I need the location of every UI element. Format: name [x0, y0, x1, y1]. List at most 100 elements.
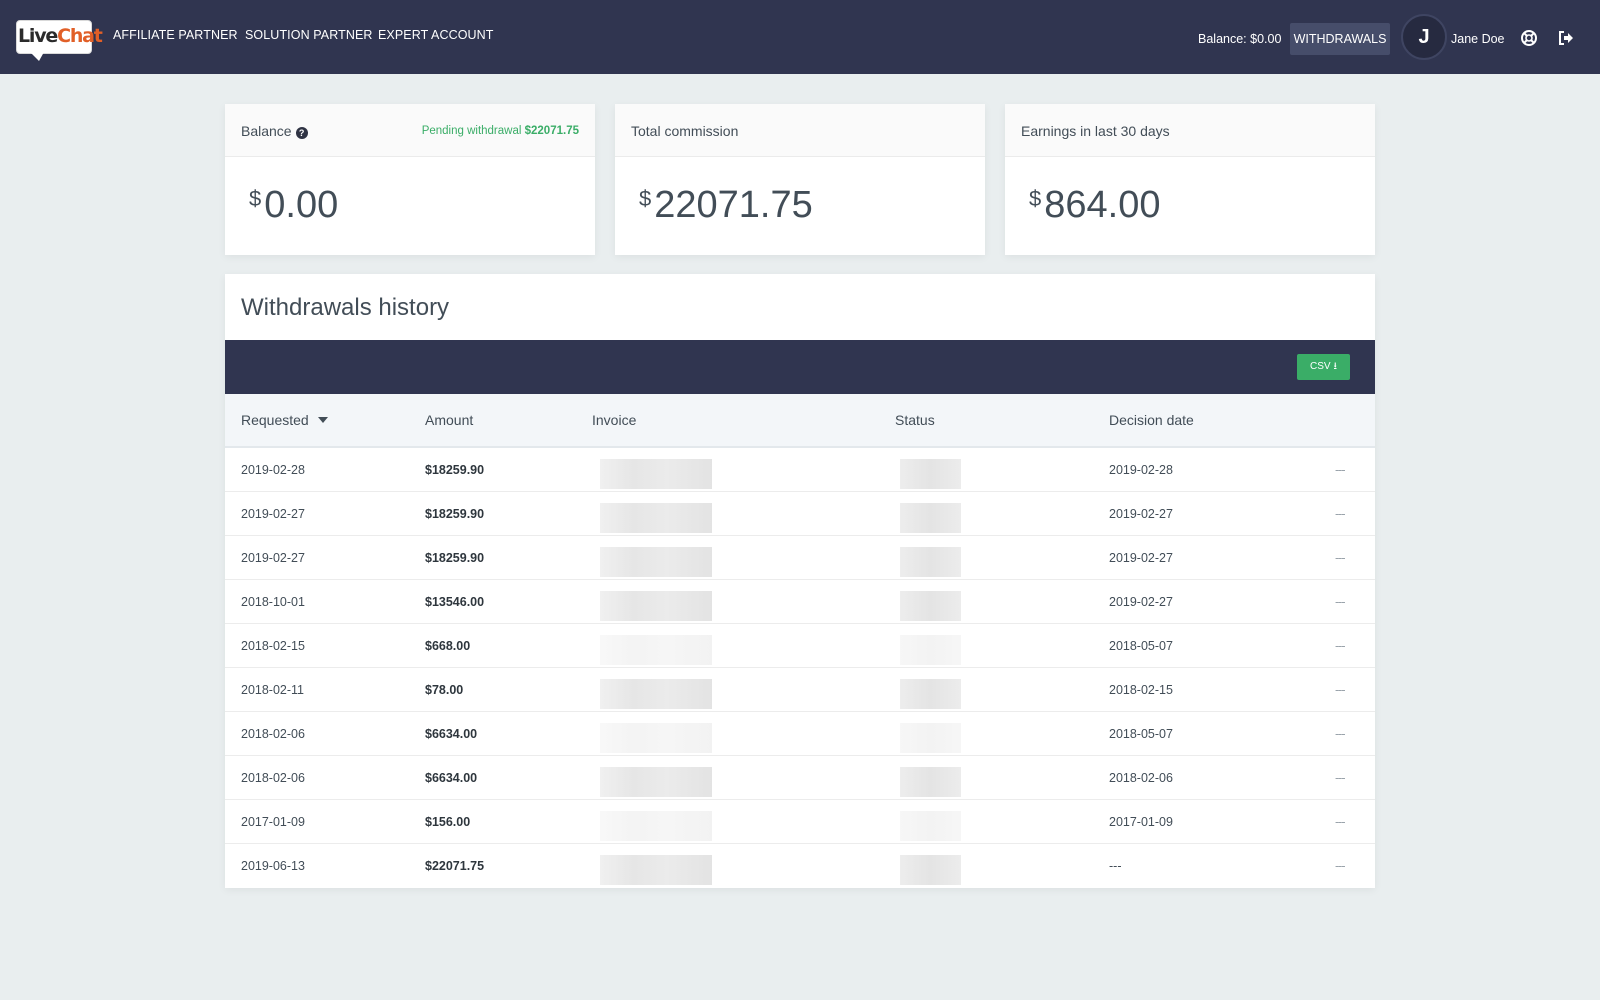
amount-value: $78.00 — [425, 683, 464, 697]
amount-value: $13546.00 — [425, 595, 485, 609]
total-commission-card: Total commission $22071.75 — [615, 104, 985, 255]
amount-value: $6634.00 — [425, 727, 478, 741]
pending-amount: $22071.75 — [524, 125, 579, 137]
decision-date: 2018-05-07 — [1109, 639, 1173, 653]
invoice-redacted — [600, 723, 712, 753]
table-row: 2018-02-06 $6634.00 2018-02-06 --- — [225, 756, 1375, 800]
column-status: Status — [895, 412, 935, 428]
row-action[interactable]: --- — [1335, 639, 1345, 653]
currency-symbol: $ — [1029, 186, 1042, 211]
nav-expert-account[interactable]: EXPERT ACCOUNT — [378, 28, 494, 42]
column-amount: Amount — [425, 412, 474, 428]
earnings-card-title: Earnings in last 30 days — [1021, 123, 1170, 139]
column-invoice: Invoice — [592, 412, 637, 428]
withdrawals-button[interactable]: WITHDRAWALS — [1290, 23, 1390, 55]
table-row: 2019-02-27 $18259.90 2019-02-27 --- — [225, 492, 1375, 536]
table-row: 2018-10-01 $13546.00 2019-02-27 --- — [225, 580, 1375, 624]
table-row: 2018-02-15 $668.00 2018-05-07 --- — [225, 624, 1375, 668]
status-redacted — [900, 767, 961, 797]
decision-date: 2018-02-06 — [1109, 771, 1173, 785]
decision-date: 2019-02-27 — [1109, 551, 1173, 565]
row-action[interactable]: --- — [1335, 463, 1345, 477]
decision-date: 2019-02-27 — [1109, 595, 1173, 609]
username[interactable]: Jane Doe — [1451, 32, 1505, 46]
row-action[interactable]: --- — [1335, 551, 1345, 565]
logo-bubble — [16, 20, 92, 54]
column-decision-date: Decision date — [1109, 412, 1194, 428]
balance-value: $0.00 — [249, 184, 338, 227]
top-navigation-bar: LiveChat AFFILIATE PARTNER SOLUTION PART… — [0, 0, 1600, 74]
pending-withdrawal: Pending withdrawal $22071.75 — [422, 125, 579, 137]
csv-export-button[interactable]: CSV ⭳ — [1297, 354, 1350, 380]
balance-amount: 0.00 — [264, 184, 339, 226]
column-requested[interactable]: Requested — [241, 412, 328, 428]
amount-value: $156.00 — [425, 815, 471, 829]
row-action[interactable]: --- — [1335, 507, 1345, 521]
row-action[interactable]: --- — [1335, 727, 1345, 741]
requested-date: 2019-02-27 — [241, 507, 305, 521]
balance-card-title: Balance? — [241, 123, 308, 139]
nav-affiliate-partner[interactable]: AFFILIATE PARTNER — [113, 28, 238, 42]
row-action[interactable]: --- — [1335, 815, 1345, 829]
earnings-value: $864.00 — [1029, 184, 1160, 227]
amount-value: $22071.75 — [425, 859, 485, 873]
table-header: Requested Amount Invoice Status Decision… — [225, 394, 1375, 448]
lifebuoy-icon[interactable] — [1521, 30, 1537, 46]
commission-value: $22071.75 — [639, 184, 813, 227]
decision-date: 2019-02-28 — [1109, 463, 1173, 477]
row-action[interactable]: --- — [1335, 595, 1345, 609]
question-circle-icon[interactable]: ? — [295, 127, 308, 139]
decision-date: 2017-01-09 — [1109, 815, 1173, 829]
nav-solution-partner[interactable]: SOLUTION PARTNER — [245, 28, 373, 42]
invoice-redacted — [600, 459, 712, 489]
table-row: 2017-01-09 $156.00 2017-01-09 --- — [225, 800, 1375, 844]
logo-chat: Chat — [57, 25, 103, 47]
column-requested-label: Requested — [241, 412, 309, 428]
download-icon: ⭳ — [1333, 361, 1338, 372]
caret-down-icon — [317, 417, 328, 423]
table-body: 2019-02-28 $18259.90 2019-02-28 --- 2019-02-… — [225, 448, 1375, 888]
requested-date: 2018-02-06 — [241, 771, 305, 785]
amount-value: $18259.90 — [425, 551, 485, 565]
balance-card-header: Balance? Pending withdrawal $22071.75 — [225, 104, 595, 157]
invoice-redacted — [600, 679, 712, 709]
row-action[interactable]: --- — [1335, 771, 1345, 785]
status-redacted — [900, 503, 961, 533]
table-row: 2019-02-28 $18259.90 2019-02-28 --- — [225, 448, 1375, 492]
amount-value: $18259.90 — [425, 507, 485, 521]
invoice-redacted — [600, 855, 712, 885]
requested-date: 2018-02-11 — [241, 683, 305, 697]
status-redacted — [900, 723, 961, 753]
row-action[interactable]: --- — [1335, 859, 1345, 873]
commission-card-header: Total commission — [615, 104, 985, 157]
status-redacted — [900, 547, 961, 577]
invoice-redacted — [600, 591, 712, 621]
currency-symbol: $ — [249, 186, 262, 211]
requested-date: 2018-02-15 — [241, 639, 305, 653]
row-action[interactable]: --- — [1335, 683, 1345, 697]
requested-date: 2019-02-28 — [241, 463, 305, 477]
logo-live: Live — [18, 25, 58, 47]
earnings-card: Earnings in last 30 days $864.00 — [1005, 104, 1375, 255]
invoice-redacted — [600, 811, 712, 841]
status-redacted — [900, 679, 961, 709]
invoice-redacted — [600, 635, 712, 665]
amount-value: $668.00 — [425, 639, 471, 653]
table-row: 2018-02-11 $78.00 2018-02-15 --- — [225, 668, 1375, 712]
livechat-logo[interactable]: LiveChat — [16, 20, 103, 61]
currency-symbol: $ — [639, 186, 652, 211]
status-redacted — [900, 591, 961, 621]
requested-date: 2018-02-06 — [241, 727, 305, 741]
decision-date: --- — [1109, 859, 1122, 873]
sign-out-icon[interactable] — [1558, 30, 1574, 46]
amount-value: $6634.00 — [425, 771, 478, 785]
table-row: 2019-02-27 $18259.90 2019-02-27 --- — [225, 536, 1375, 580]
requested-date: 2019-02-27 — [241, 551, 305, 565]
balance-card: Balance? Pending withdrawal $22071.75 $0… — [225, 104, 595, 255]
avatar[interactable]: J — [1401, 14, 1447, 60]
logo-text: LiveChat — [18, 25, 103, 47]
status-redacted — [900, 811, 961, 841]
status-redacted — [900, 855, 961, 885]
earnings-amount: 864.00 — [1044, 184, 1161, 226]
requested-date: 2018-10-01 — [241, 595, 305, 609]
